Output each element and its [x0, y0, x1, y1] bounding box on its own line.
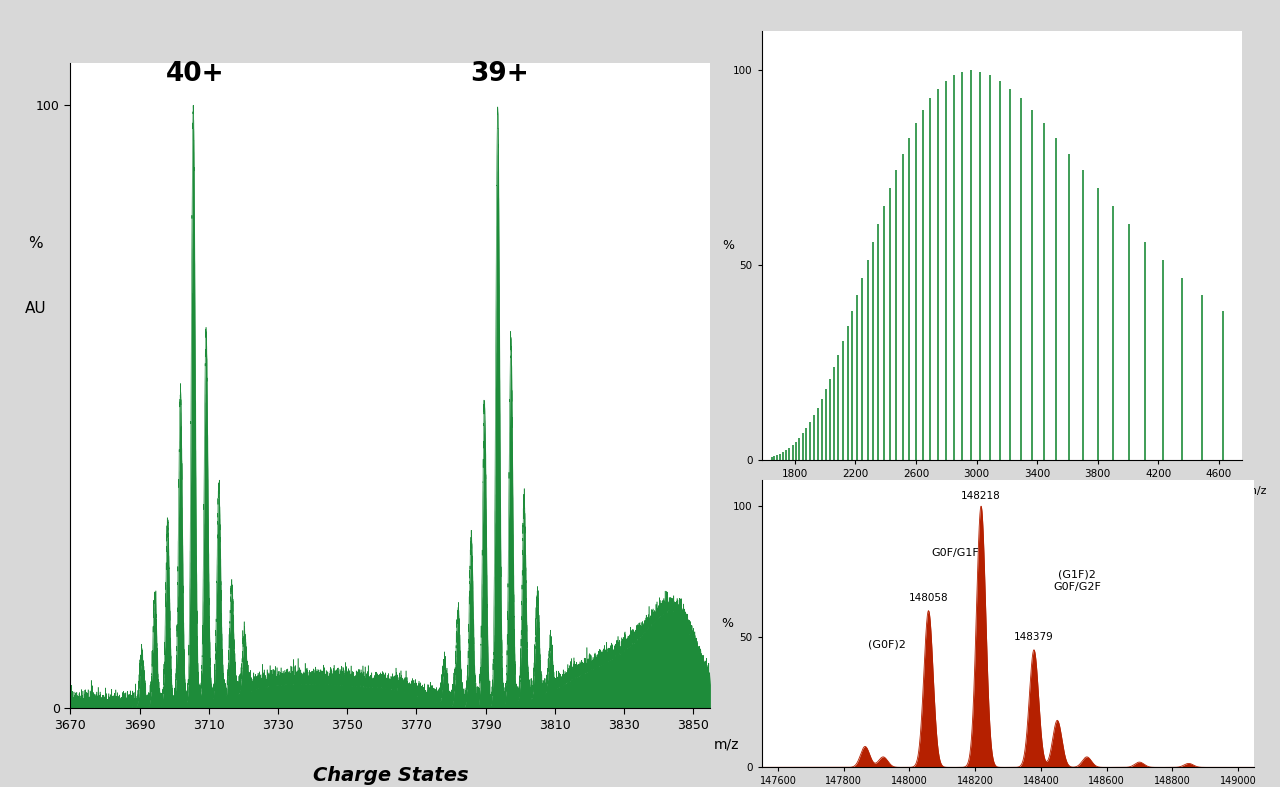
Text: (G0F)2: (G0F)2	[868, 640, 905, 650]
Text: (G1F)2
G0F/G2F: (G1F)2 G0F/G2F	[1053, 570, 1101, 593]
Text: 148379: 148379	[1014, 632, 1053, 642]
Text: 40+: 40+	[165, 61, 224, 87]
Text: 148058: 148058	[909, 593, 948, 603]
Text: ESI Spectrum: ESI Spectrum	[938, 516, 1065, 534]
Text: m/z: m/z	[1247, 486, 1267, 496]
Text: %: %	[722, 239, 733, 253]
Text: %: %	[28, 236, 42, 251]
Text: m/z: m/z	[714, 737, 739, 752]
Text: AU: AU	[24, 301, 46, 316]
Text: G0F/G1F: G0F/G1F	[932, 549, 979, 559]
Text: %: %	[721, 617, 733, 630]
Text: 148218: 148218	[961, 491, 1001, 501]
Text: 39+: 39+	[470, 61, 529, 87]
Text: Charge States: Charge States	[312, 767, 468, 785]
